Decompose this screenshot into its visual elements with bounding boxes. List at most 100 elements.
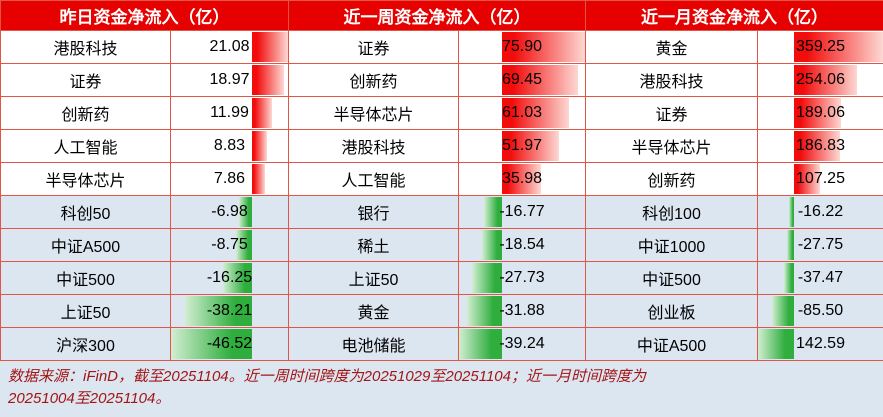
value-label: -31.88 bbox=[499, 302, 544, 319]
value-label: -16.25 bbox=[207, 269, 252, 286]
category-cell: 创新药 bbox=[1, 97, 171, 130]
value-cell: 254.06 bbox=[758, 64, 883, 97]
value-label: -16.77 bbox=[499, 203, 544, 220]
value-cell: 18.97 bbox=[171, 64, 289, 97]
category-cell: 科创50 bbox=[1, 196, 171, 229]
category-cell: 半导体芯片 bbox=[1, 163, 171, 196]
value-label: -46.52 bbox=[207, 335, 252, 352]
value-cell: -31.88 bbox=[459, 295, 586, 328]
positive-flow-bar bbox=[252, 131, 267, 161]
positive-flow-bar bbox=[252, 98, 273, 128]
negative-flow-bar bbox=[787, 230, 794, 260]
category-cell: 科创100 bbox=[586, 196, 758, 229]
value-label: -85.50 bbox=[798, 302, 843, 319]
category-cell: 中证500 bbox=[586, 262, 758, 295]
category-cell: 电池储能 bbox=[289, 328, 459, 361]
positive-flow-bar bbox=[252, 164, 266, 194]
value-cell: 21.08 bbox=[171, 31, 289, 64]
value-label: 107.25 bbox=[796, 170, 845, 187]
footer-line-1: 数据来源：iFinD，截至20251104。近一周时间跨度为20251029至2… bbox=[8, 366, 875, 388]
negative-flow-bar bbox=[467, 296, 502, 326]
value-cell: 359.25 bbox=[758, 31, 883, 64]
column-header-month: 近一月资金净流入（亿） bbox=[586, 1, 883, 31]
value-label: 7.86 bbox=[214, 170, 245, 187]
value-label: 61.03 bbox=[502, 104, 542, 121]
category-cell: 黄金 bbox=[289, 295, 459, 328]
value-label: -37.47 bbox=[798, 269, 843, 286]
value-cell: -85.50 bbox=[758, 295, 883, 328]
value-label: -27.73 bbox=[499, 269, 544, 286]
table-row: 科创50 -6.98 银行 -16.77 科创100 -16.22 bbox=[1, 196, 883, 229]
negative-flow-bar bbox=[459, 329, 502, 359]
negative-flow-bar bbox=[472, 263, 502, 293]
category-cell: 中证500 bbox=[1, 262, 171, 295]
positive-flow-bar bbox=[252, 65, 285, 95]
value-label: 142.59 bbox=[796, 335, 845, 352]
value-label: 359.25 bbox=[796, 38, 845, 55]
value-cell: 69.45 bbox=[459, 64, 586, 97]
value-cell: -16.77 bbox=[459, 196, 586, 229]
value-label: -16.22 bbox=[798, 203, 843, 220]
category-cell: 创业板 bbox=[586, 295, 758, 328]
category-cell: 中证A500 bbox=[1, 229, 171, 262]
category-cell: 证券 bbox=[289, 31, 459, 64]
fund-flow-table: 昨日资金净流入（亿） 近一周资金净流入（亿） 近一月资金净流入（亿） 港股科技 2… bbox=[0, 0, 883, 361]
value-label: 21.08 bbox=[209, 38, 249, 55]
value-cell: 75.90 bbox=[459, 31, 586, 64]
category-cell: 人工智能 bbox=[1, 130, 171, 163]
category-cell: 沪深300 bbox=[1, 328, 171, 361]
value-label: 75.90 bbox=[502, 38, 542, 55]
table-row: 中证500 -16.25 上证50 -27.73 中证500 -37.47 bbox=[1, 262, 883, 295]
value-cell: 8.83 bbox=[171, 130, 289, 163]
value-cell: 107.25 bbox=[758, 163, 883, 196]
value-cell: -16.25 bbox=[171, 262, 289, 295]
value-label: -6.98 bbox=[211, 203, 247, 220]
category-cell: 港股科技 bbox=[289, 130, 459, 163]
value-cell: 35.98 bbox=[459, 163, 586, 196]
value-label: 254.06 bbox=[796, 71, 845, 88]
value-cell: 186.83 bbox=[758, 130, 883, 163]
value-cell: -18.54 bbox=[459, 229, 586, 262]
category-cell: 上证50 bbox=[289, 262, 459, 295]
positive-flow-bar bbox=[252, 32, 288, 62]
value-cell: -39.24 bbox=[459, 328, 586, 361]
value-cell: -46.52 bbox=[171, 328, 289, 361]
table-row: 上证50 -38.21 黄金 -31.88 创业板 -85.50 bbox=[1, 295, 883, 328]
category-cell: 创新药 bbox=[586, 163, 758, 196]
value-label: -38.21 bbox=[207, 302, 252, 319]
value-label: 189.06 bbox=[796, 104, 845, 121]
value-label: -39.24 bbox=[499, 335, 544, 352]
negative-flow-bar bbox=[772, 296, 793, 326]
value-cell: -8.75 bbox=[171, 229, 289, 262]
value-cell: 51.97 bbox=[459, 130, 586, 163]
category-cell: 银行 bbox=[289, 196, 459, 229]
category-cell: 中证1000 bbox=[586, 229, 758, 262]
category-cell: 上证50 bbox=[1, 295, 171, 328]
value-label: 51.97 bbox=[502, 137, 542, 154]
category-cell: 半导体芯片 bbox=[586, 130, 758, 163]
value-cell: -16.22 bbox=[758, 196, 883, 229]
value-label: -18.54 bbox=[499, 236, 544, 253]
category-cell: 创新药 bbox=[289, 64, 459, 97]
header-row: 昨日资金净流入（亿） 近一周资金净流入（亿） 近一月资金净流入（亿） bbox=[1, 1, 883, 31]
value-label: 8.83 bbox=[214, 137, 245, 154]
footer-line-2: 20251004至20251104。 bbox=[8, 388, 875, 410]
category-cell: 证券 bbox=[1, 64, 171, 97]
column-header-yesterday: 昨日资金净流入（亿） bbox=[1, 1, 289, 31]
value-cell: 189.06 bbox=[758, 97, 883, 130]
value-label: -27.75 bbox=[798, 236, 843, 253]
value-label: 18.97 bbox=[209, 71, 249, 88]
negative-flow-bar bbox=[758, 329, 794, 359]
negative-flow-bar bbox=[784, 263, 793, 293]
value-cell: -27.73 bbox=[459, 262, 586, 295]
category-cell: 半导体芯片 bbox=[289, 97, 459, 130]
value-cell: 142.59 bbox=[758, 328, 883, 361]
